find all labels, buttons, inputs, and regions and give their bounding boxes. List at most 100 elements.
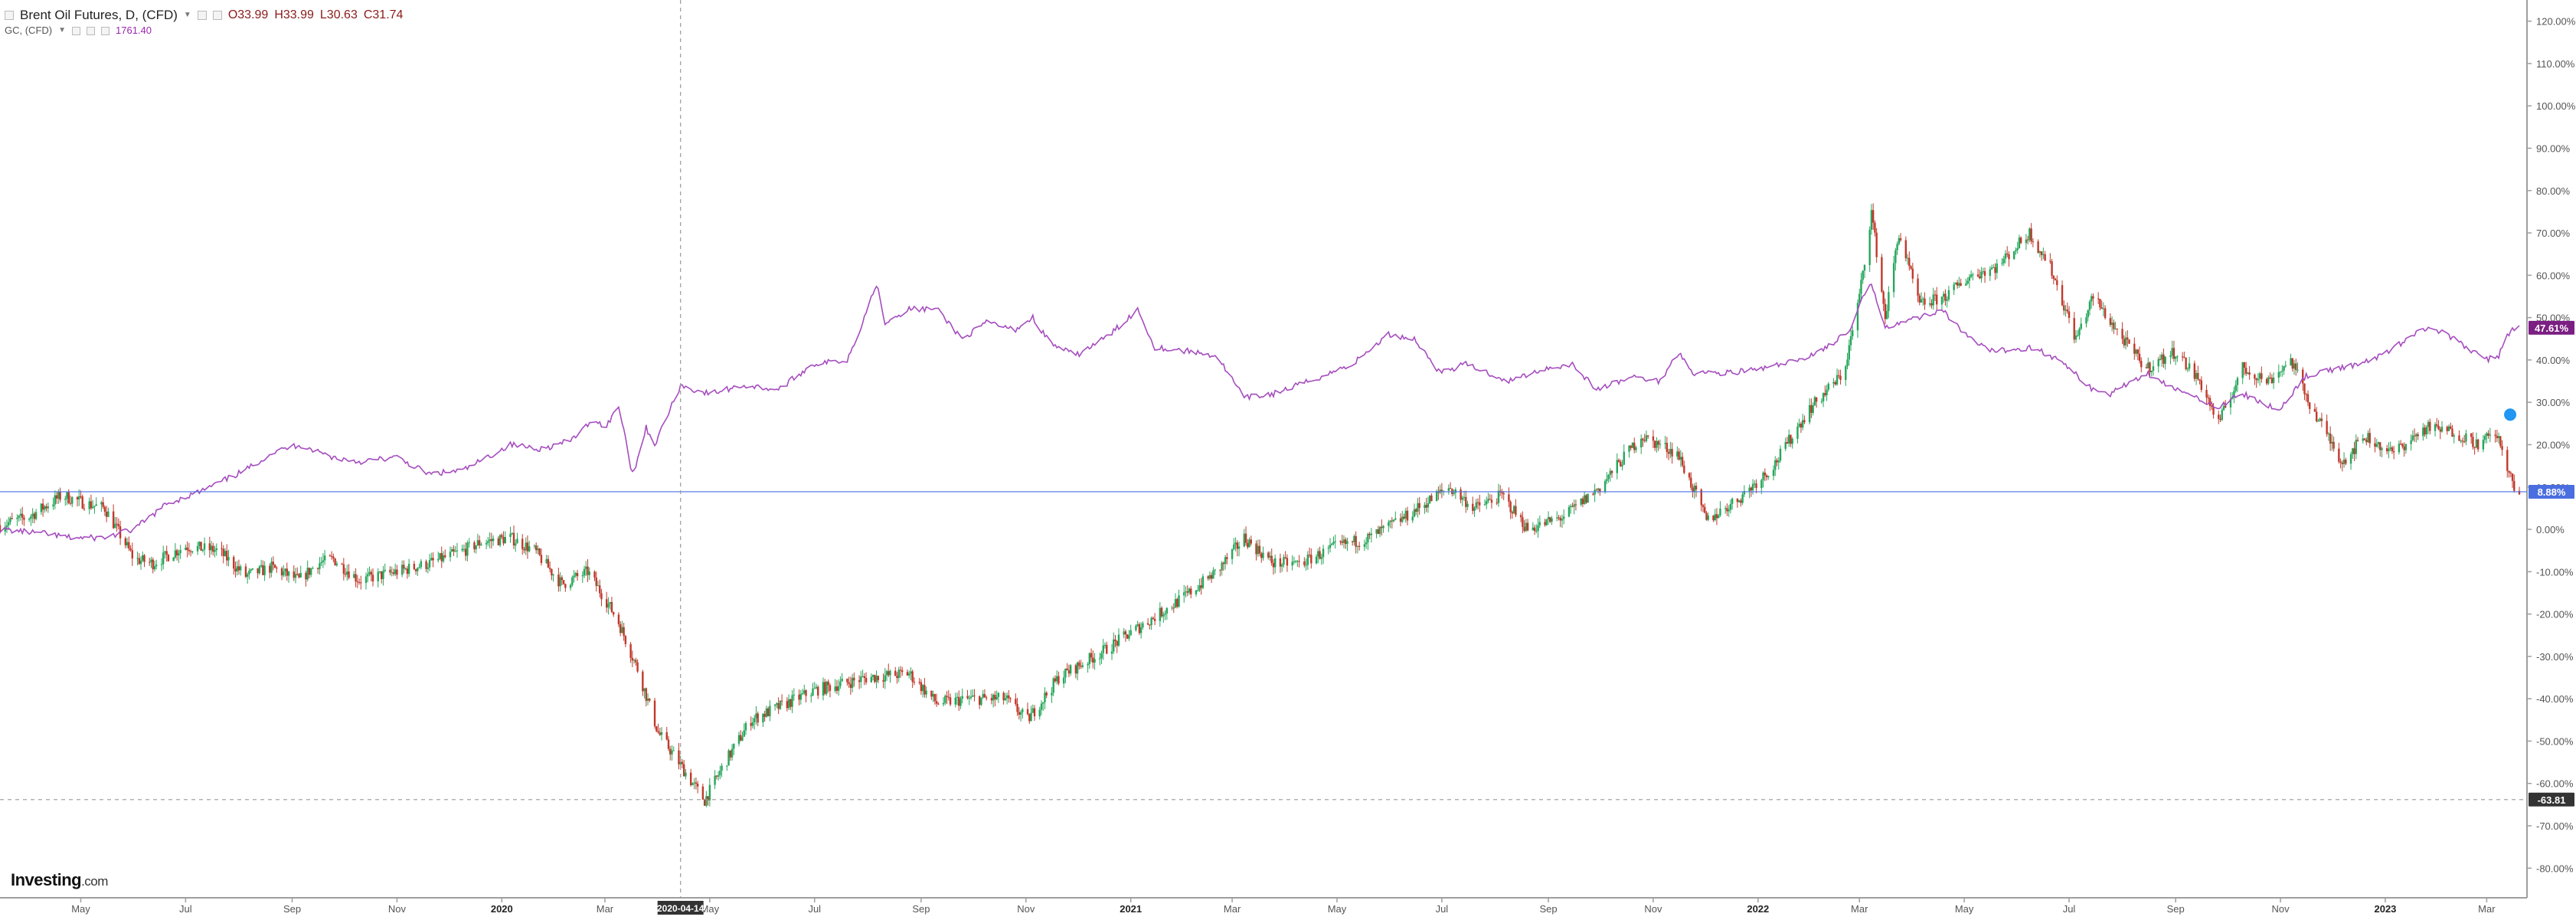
candle-body [1188, 588, 1191, 593]
candle-body [581, 575, 584, 577]
candle-body [985, 697, 988, 699]
legend-secondary-title[interactable]: GC, (CFD) [5, 25, 53, 36]
candle-body [200, 542, 202, 551]
candle-body [1788, 434, 1790, 444]
candle-body [1631, 443, 1634, 448]
candle-body [2028, 228, 2031, 241]
brand-logo: Investing.com [11, 870, 108, 890]
candle-body [1646, 435, 1649, 437]
x-tick-label: 2021 [1120, 903, 1142, 915]
candle-body [1642, 438, 1644, 440]
y-tick-label: -40.00% [2536, 693, 2574, 705]
chevron-down-icon[interactable]: ▼ [58, 26, 67, 34]
candle-body [1714, 514, 1716, 521]
candle-body [2145, 367, 2148, 368]
candle-body [1331, 543, 1333, 545]
y-tick-label: 80.00% [2536, 185, 2571, 197]
candle-body [1683, 465, 1685, 473]
candle-body [2309, 402, 2311, 409]
candle-body [1116, 640, 1118, 646]
candle-body [2392, 451, 2395, 453]
candle-body [2123, 339, 2126, 345]
close-icon[interactable] [101, 26, 110, 35]
crosshair-date-badge-bg [657, 901, 704, 915]
candle-body [430, 558, 433, 561]
x-tick-label: Mar [597, 903, 614, 915]
candle-body [649, 698, 651, 701]
candle-body [342, 564, 345, 575]
candle-body [139, 560, 142, 565]
candle-body [933, 694, 937, 702]
candle-body [1442, 490, 1445, 492]
candle-body [346, 571, 348, 575]
candle-body [1633, 443, 1636, 450]
candle-body [1736, 498, 1739, 503]
candle-body [2085, 317, 2087, 324]
candle-body [1750, 487, 1753, 491]
candle-body [1731, 498, 1734, 504]
chevron-down-icon[interactable]: ▼ [183, 11, 191, 19]
candle-body [1666, 443, 1669, 453]
candle-body [2342, 459, 2346, 464]
candle-body [1418, 503, 1420, 509]
alert-flag-icon[interactable] [2504, 408, 2517, 421]
candle-body [2513, 480, 2516, 491]
candle-body [1704, 506, 1706, 513]
collapse-icon[interactable] [5, 11, 14, 20]
candle-body [1365, 542, 1368, 545]
settings-icon[interactable] [197, 11, 207, 20]
candle-body [918, 682, 920, 683]
candle-body [138, 558, 140, 565]
candle-body [2197, 372, 2199, 379]
candle-body [1583, 495, 1586, 504]
candle-body [2518, 490, 2521, 495]
candle-body [2186, 368, 2189, 370]
candle-body [2453, 435, 2455, 437]
candle-body [1054, 678, 1057, 682]
candle-body [585, 566, 587, 569]
candle-body [1702, 505, 1705, 507]
candle-body [1718, 515, 1720, 519]
candle-body [1058, 676, 1060, 684]
candle-body [1341, 541, 1343, 543]
legend-main-title[interactable]: Brent Oil Futures, D, (CFD) [20, 8, 178, 22]
candle-body [1138, 624, 1141, 634]
candle-body [1990, 267, 1993, 270]
candle-body [1283, 557, 1285, 565]
candle-body [1394, 518, 1397, 520]
candle-body [1535, 531, 1538, 532]
candle-body [2338, 448, 2340, 462]
x-tick-label: 2022 [1747, 903, 1769, 915]
close-icon[interactable] [212, 11, 222, 20]
candle-body [2233, 391, 2235, 398]
candle-body [2487, 433, 2489, 436]
candle-body [222, 548, 224, 556]
candle-body [799, 693, 802, 700]
candle-body [153, 566, 156, 570]
candle-body [848, 682, 850, 684]
candle-body [1525, 522, 1528, 532]
candle-body [330, 555, 333, 557]
candle-body [2015, 250, 2017, 252]
candle-body [1250, 539, 1252, 544]
candle-body [1093, 659, 1096, 663]
candle-body [1293, 561, 1296, 562]
candle-body [394, 569, 397, 575]
candle-body [126, 542, 129, 545]
candle-body [1248, 539, 1250, 548]
candle-body [2422, 427, 2424, 437]
settings-icon[interactable] [87, 26, 96, 35]
candle-body [516, 539, 518, 544]
candle-body [882, 680, 884, 682]
candle-body [358, 581, 361, 583]
candle-body [1798, 424, 1800, 427]
candle-body [116, 523, 118, 525]
candle-body [924, 685, 926, 695]
candle-body [1960, 283, 1962, 286]
baseline-badge-bg [2529, 484, 2574, 499]
candle-body [1968, 277, 1971, 281]
candle-body [2068, 311, 2071, 319]
visibility-icon[interactable] [72, 26, 81, 35]
